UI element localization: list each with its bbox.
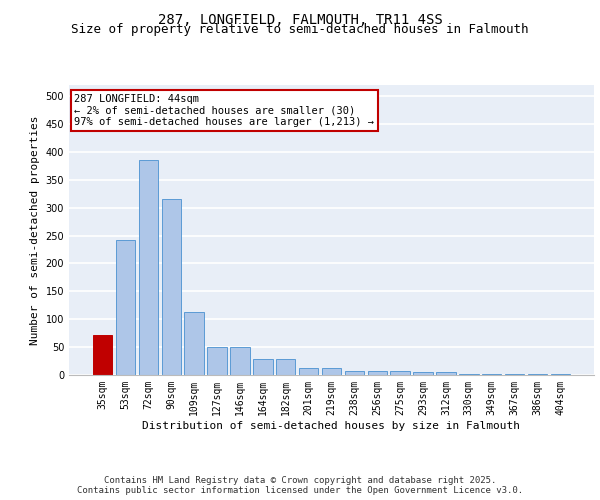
- Text: 287, LONGFIELD, FALMOUTH, TR11 4SS: 287, LONGFIELD, FALMOUTH, TR11 4SS: [158, 12, 442, 26]
- Text: Contains public sector information licensed under the Open Government Licence v3: Contains public sector information licen…: [77, 486, 523, 495]
- Bar: [528, 374, 547, 375]
- Bar: [139, 160, 158, 375]
- Bar: [391, 370, 410, 375]
- Bar: [230, 347, 250, 375]
- Bar: [368, 370, 387, 375]
- Bar: [161, 200, 181, 375]
- Bar: [116, 240, 135, 375]
- Bar: [299, 368, 319, 375]
- Bar: [208, 347, 227, 375]
- Text: Contains HM Land Registry data © Crown copyright and database right 2025.: Contains HM Land Registry data © Crown c…: [104, 476, 496, 485]
- Bar: [344, 370, 364, 375]
- Bar: [482, 374, 502, 375]
- Bar: [322, 368, 341, 375]
- Bar: [505, 374, 524, 375]
- Y-axis label: Number of semi-detached properties: Number of semi-detached properties: [30, 116, 40, 345]
- Bar: [551, 374, 570, 375]
- Bar: [276, 360, 295, 375]
- Bar: [184, 312, 204, 375]
- X-axis label: Distribution of semi-detached houses by size in Falmouth: Distribution of semi-detached houses by …: [143, 420, 521, 430]
- Bar: [413, 372, 433, 375]
- Bar: [253, 360, 272, 375]
- Bar: [436, 372, 455, 375]
- Text: Size of property relative to semi-detached houses in Falmouth: Size of property relative to semi-detach…: [71, 22, 529, 36]
- Bar: [93, 335, 112, 375]
- Text: 287 LONGFIELD: 44sqm
← 2% of semi-detached houses are smaller (30)
97% of semi-d: 287 LONGFIELD: 44sqm ← 2% of semi-detach…: [74, 94, 374, 127]
- Bar: [459, 374, 479, 375]
